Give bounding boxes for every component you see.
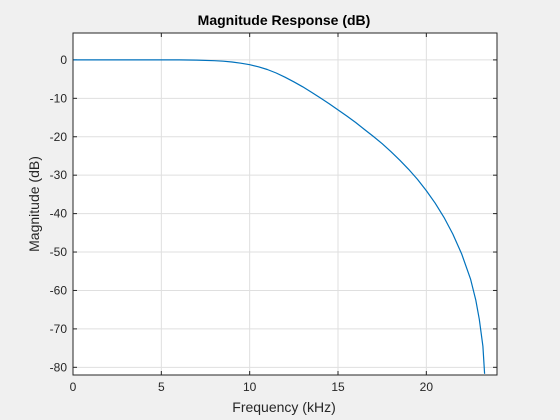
axis-ticks: 0 5 10 15 20 0 -10 -20 -30 -40 -50 -60 -70 -80: [50, 33, 497, 394]
series-group: [73, 59, 486, 374]
y-tick-label: -60: [50, 283, 68, 297]
x-axis-label: Frequency (kHz): [232, 399, 335, 415]
x-tick-label: 10: [243, 380, 257, 394]
axes-box: [72, 32, 498, 376]
x-tick-label: 5: [158, 380, 165, 394]
y-axis-label: Magnitude (dB): [26, 156, 42, 252]
y-tick-label: -30: [50, 168, 68, 182]
chart-title: Magnitude Response (dB): [198, 12, 371, 28]
axes-background: [73, 33, 497, 375]
y-tick-label: -20: [50, 130, 68, 144]
x-tick-label: 15: [331, 380, 345, 394]
y-tick-label: -50: [50, 245, 68, 259]
grid: [72, 33, 497, 375]
y-tick-label: 0: [60, 53, 67, 67]
y-tick-label: -10: [50, 91, 68, 105]
y-tick-label: -70: [50, 322, 68, 336]
magnitude-line: [73, 59, 486, 374]
y-tick-label: -80: [50, 360, 68, 374]
x-tick-label: 20: [420, 380, 434, 394]
x-tick-label: 0: [70, 380, 77, 394]
y-tick-label: -40: [50, 207, 68, 221]
